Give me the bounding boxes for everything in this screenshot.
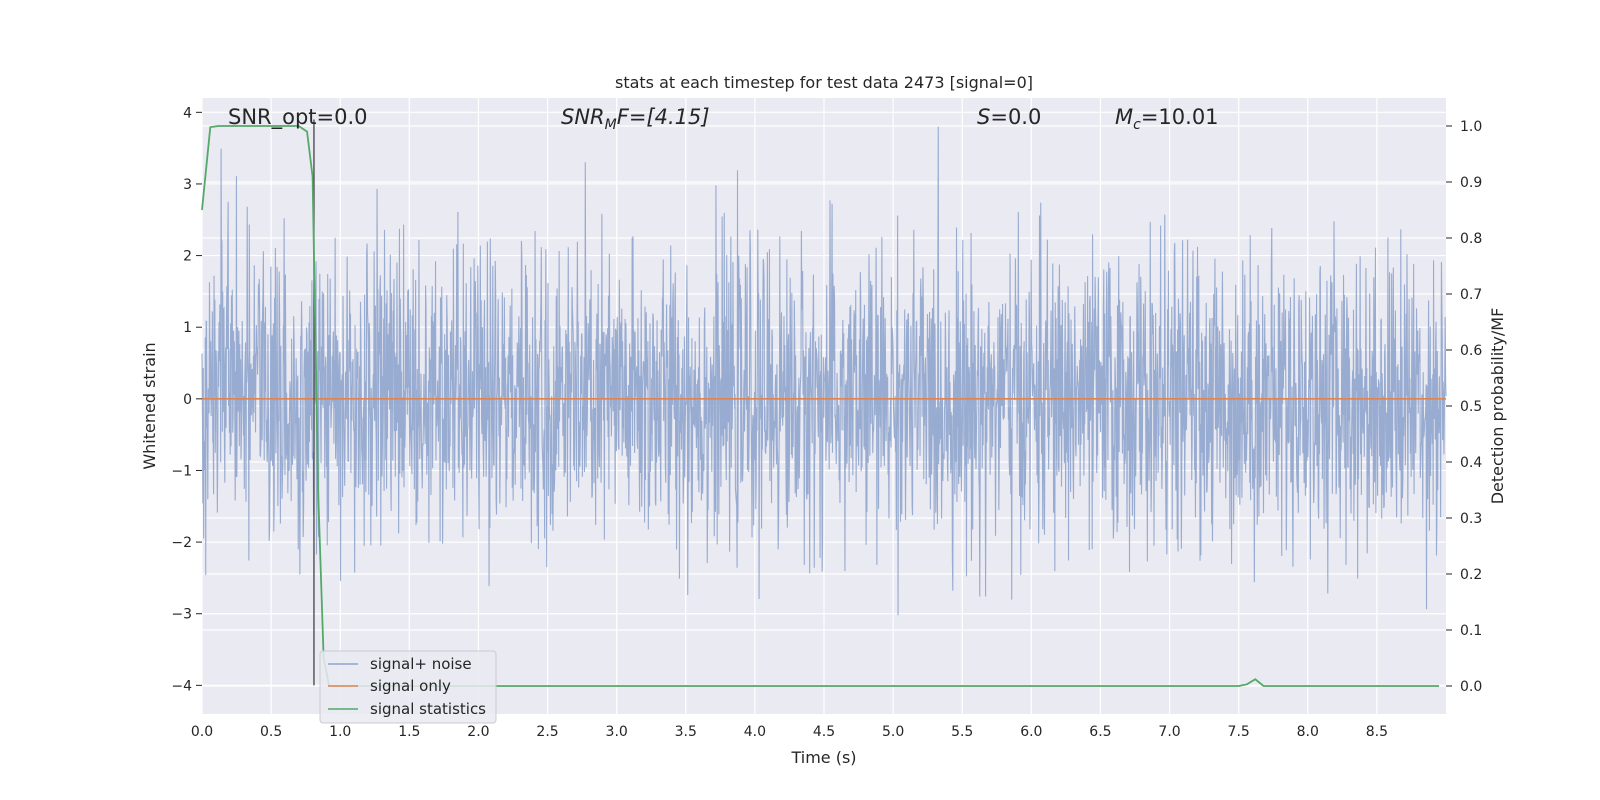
annotation-mc-base: M xyxy=(1115,105,1133,129)
chart-title: stats at each timestep for test data 247… xyxy=(615,73,1033,92)
y-tick-label: −1 xyxy=(171,463,192,479)
y-axis-label: Whitened strain xyxy=(140,342,159,469)
y2-tick-label: 0.8 xyxy=(1460,231,1482,247)
x-tick-label: 3.0 xyxy=(606,724,628,740)
annotation-snr-mf: SNRMF=[4.15] xyxy=(561,105,710,133)
x-tick-label: 6.0 xyxy=(1020,724,1042,740)
y2-tick-label: 0.4 xyxy=(1460,455,1482,471)
legend-label-signal-only: signal only xyxy=(370,677,451,695)
annotation-s-label: S xyxy=(977,105,990,129)
annotation-mc-value: =10.01 xyxy=(1141,105,1219,129)
legend: signal+ noise signal only signal statist… xyxy=(319,650,497,724)
x-tick-label: 8.0 xyxy=(1297,724,1319,740)
x-axis-ticks: 0.0 0.5 1.0 1.5 2.0 2.5 3.0 3.5 4.0 4.5 5.0 5.5 6.0 6… xyxy=(191,724,1388,740)
y2-tick-label: 0.0 xyxy=(1460,679,1482,695)
y-axis-ticks: 4 3 2 1 0 −1 −2 −3 −4 xyxy=(171,105,202,694)
y2-tick-label: 0.1 xyxy=(1460,623,1482,639)
y2-tick-label: 1.0 xyxy=(1460,119,1482,135)
y-tick-label: −3 xyxy=(171,607,192,623)
x-tick-label: 1.0 xyxy=(329,724,351,740)
x-tick-label: 4.0 xyxy=(744,724,766,740)
y2-tick-label: 0.3 xyxy=(1460,511,1482,527)
y-tick-label: 3 xyxy=(183,177,192,193)
y2-axis-ticks: 1.0 0.9 0.8 0.7 0.6 0.5 0.4 0.3 0.2 0.1 0.0 xyxy=(1446,119,1482,695)
y-tick-label: 2 xyxy=(183,249,192,265)
x-tick-label: 6.5 xyxy=(1089,724,1111,740)
legend-label-signal-noise: signal+ noise xyxy=(370,655,472,673)
annotation-s: S=0.0 xyxy=(977,105,1041,129)
annotation-s-value: =0.0 xyxy=(990,105,1041,129)
y2-axis-label: Detection probability/MF xyxy=(1488,308,1507,505)
x-tick-label: 7.0 xyxy=(1158,724,1180,740)
y2-tick-label: 0.2 xyxy=(1460,567,1482,583)
x-tick-label: 0.5 xyxy=(260,724,282,740)
x-axis-label: Time (s) xyxy=(790,748,856,767)
x-tick-label: 3.5 xyxy=(675,724,697,740)
legend-box xyxy=(319,650,497,724)
x-tick-label: 7.5 xyxy=(1228,724,1250,740)
y-tick-label: 0 xyxy=(183,392,192,408)
x-tick-label: 5.5 xyxy=(951,724,973,740)
annotation-snr-mf-base: SNR xyxy=(561,105,605,129)
x-tick-label: 4.5 xyxy=(813,724,835,740)
y-tick-label: 4 xyxy=(183,105,192,121)
annotation-snr-opt: SNR_opt=0.0 xyxy=(228,105,368,130)
y2-tick-label: 0.9 xyxy=(1460,175,1482,191)
legend-label-signal-statistics: signal statistics xyxy=(370,700,486,718)
x-tick-label: 0.0 xyxy=(191,724,213,740)
y2-tick-label: 0.6 xyxy=(1460,343,1482,359)
annotation-snr-mf-rest: F=[4.15] xyxy=(617,105,710,129)
y-tick-label: −2 xyxy=(171,535,192,551)
y-tick-label: −4 xyxy=(171,678,192,694)
annotation-snr-mf-sub: M xyxy=(605,117,617,133)
x-tick-label: 2.5 xyxy=(536,724,558,740)
y-tick-label: 1 xyxy=(183,320,192,336)
annotation-mc: Mc=10.01 xyxy=(1115,105,1219,133)
x-tick-label: 2.0 xyxy=(467,724,489,740)
y2-tick-label: 0.5 xyxy=(1460,399,1482,415)
x-tick-label: 8.5 xyxy=(1366,724,1388,740)
annotation-mc-sub: c xyxy=(1133,117,1141,133)
x-tick-label: 1.5 xyxy=(398,724,420,740)
x-tick-label: 5.0 xyxy=(882,724,904,740)
y2-tick-label: 0.7 xyxy=(1460,287,1482,303)
